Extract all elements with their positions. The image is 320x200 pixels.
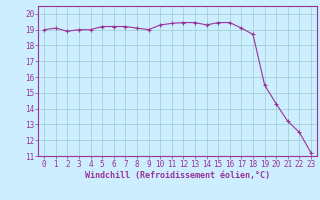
X-axis label: Windchill (Refroidissement éolien,°C): Windchill (Refroidissement éolien,°C) (85, 171, 270, 180)
